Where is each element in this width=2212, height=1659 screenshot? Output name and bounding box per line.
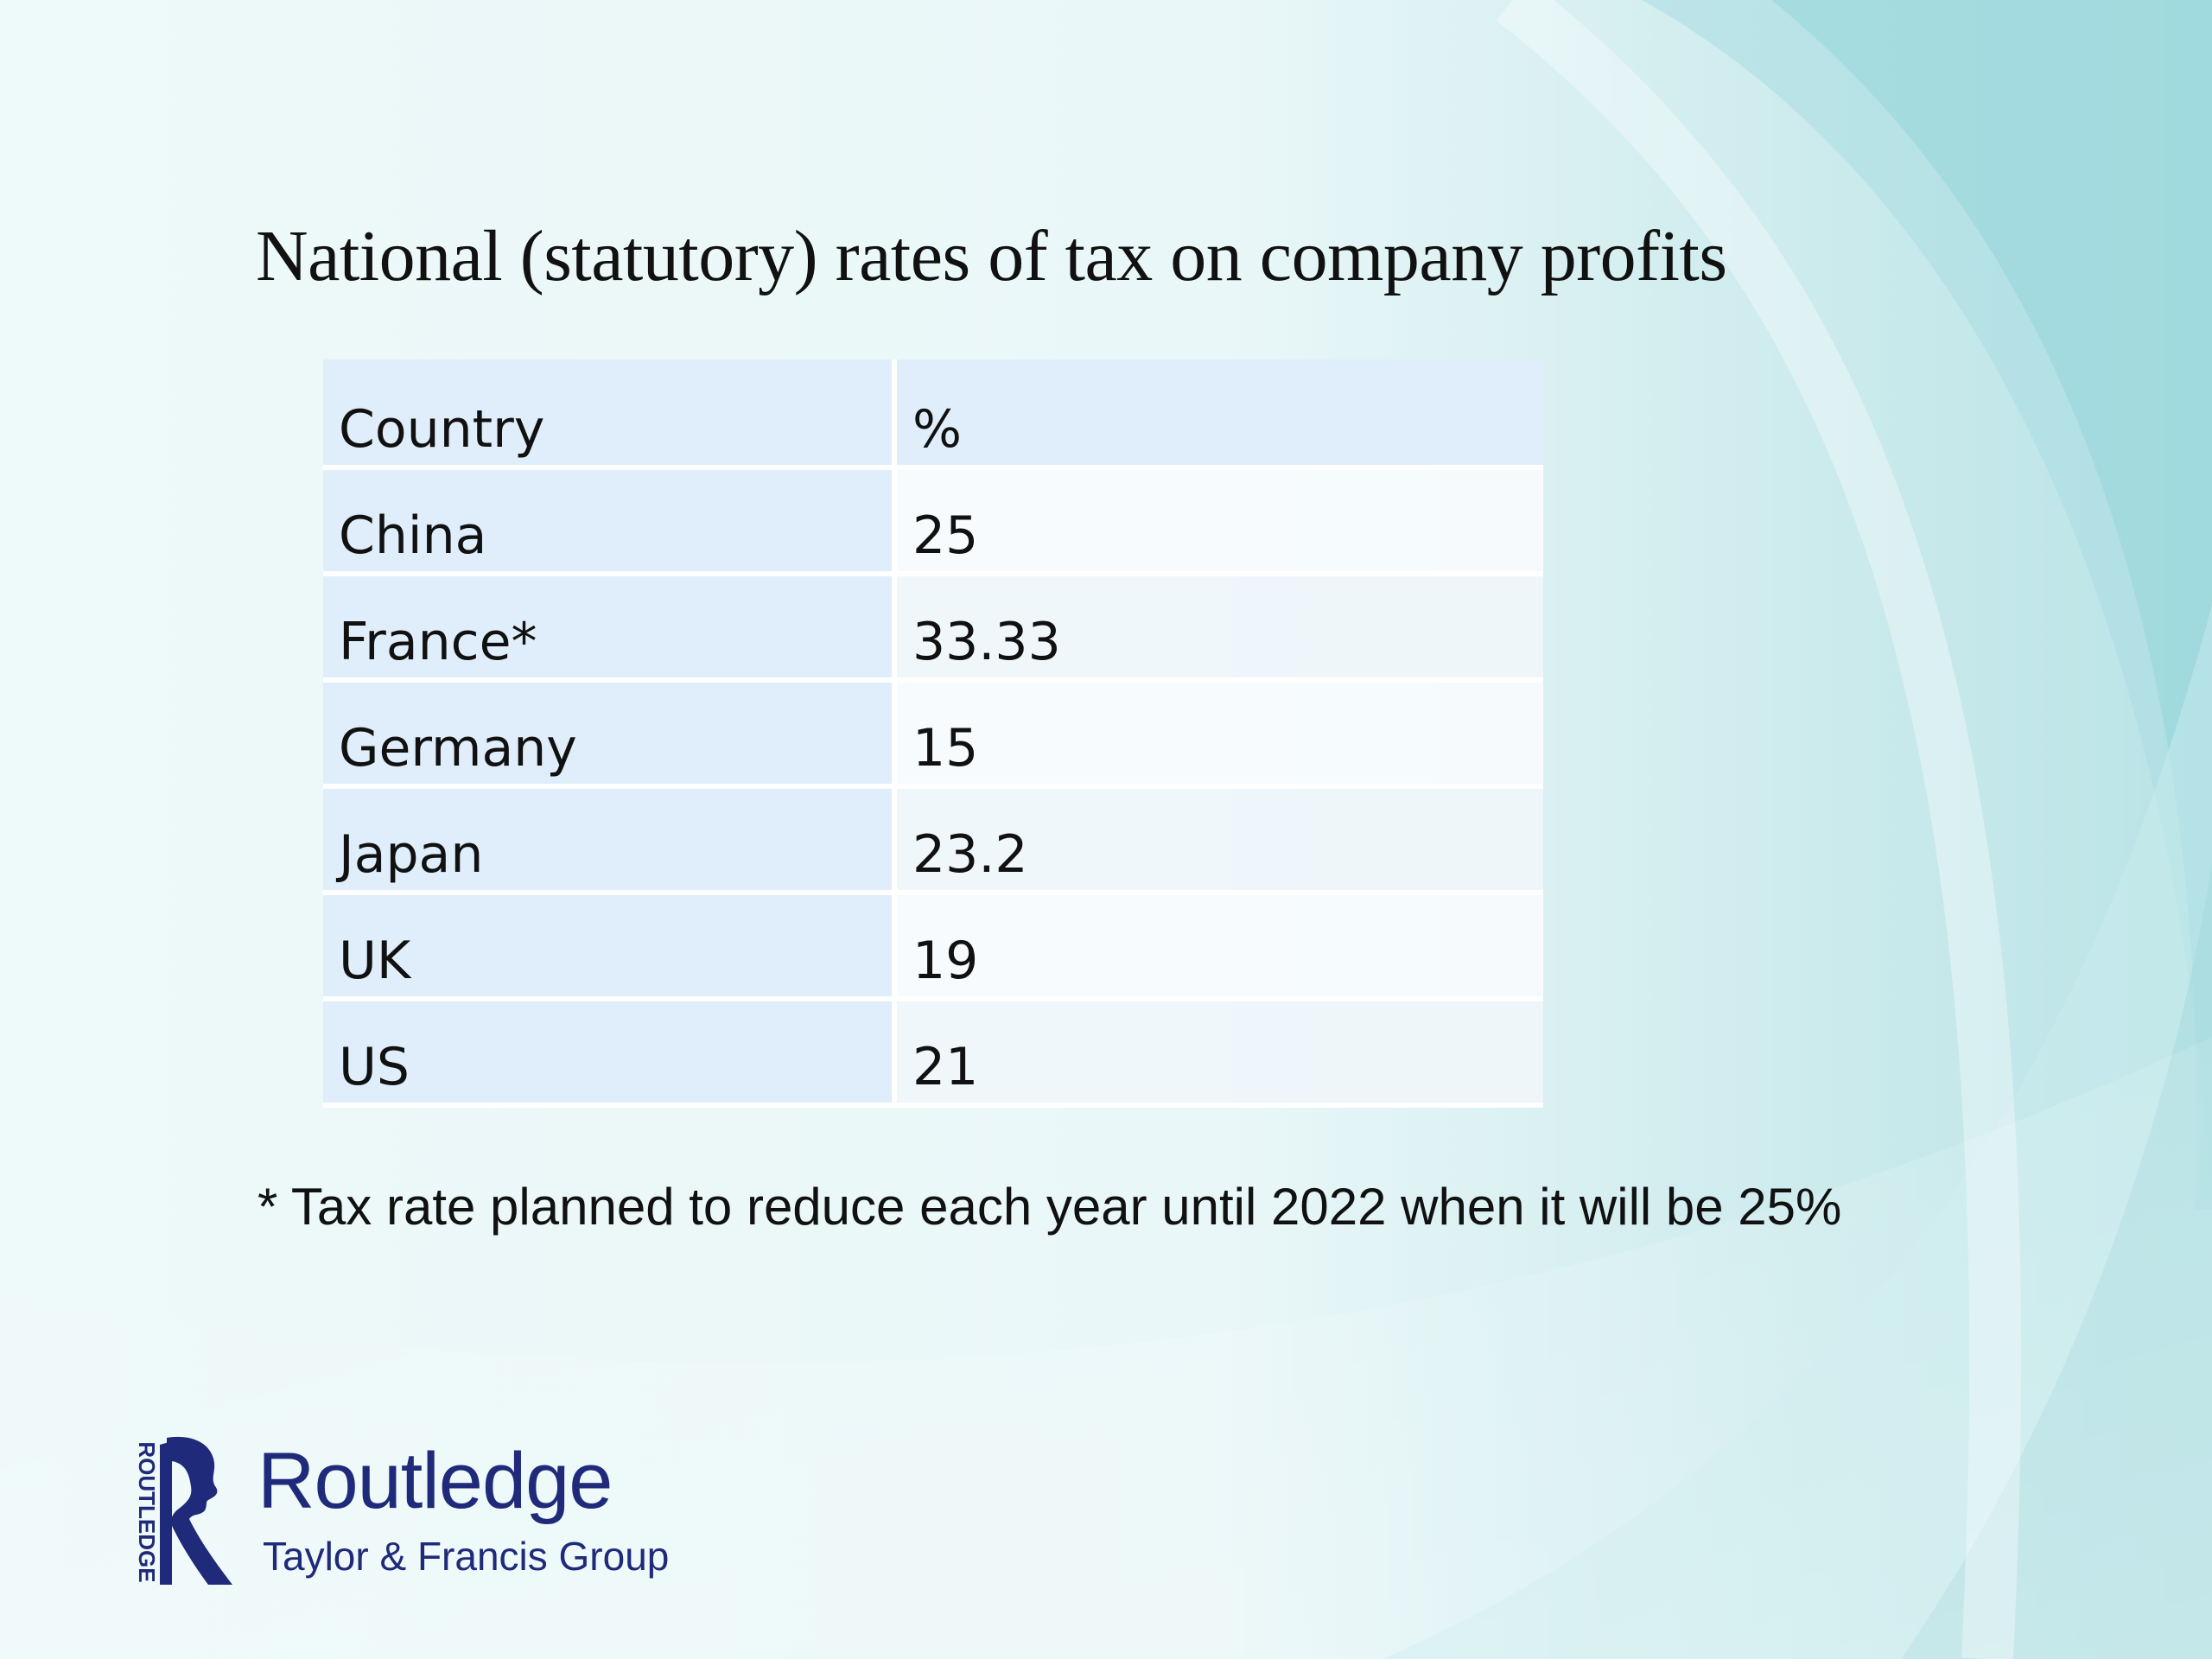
cell-rate: 33.33 [897,576,1543,683]
slide-title: National (statutory) rates of tax on com… [256,216,1727,296]
header-country: Country [323,359,897,470]
svg-text:ROUTLEDGE: ROUTLEDGE [134,1441,160,1582]
brand-subtitle: Taylor & Francis Group [263,1534,670,1579]
cell-rate: 21 [897,1001,1543,1108]
routledge-logo-icon: ROUTLEDGE [134,1436,232,1585]
table-row: France* 33.33 [323,576,1543,683]
cell-country: UK [323,895,897,1001]
table-row: Japan 23.2 [323,789,1543,895]
table-row: UK 19 [323,895,1543,1001]
table-header-row: Country % [323,359,1543,470]
cell-rate: 23.2 [897,789,1543,895]
footnote: * Tax rate planned to reduce each year u… [257,1178,1842,1236]
table-row: Germany 15 [323,683,1543,789]
cell-rate: 19 [897,895,1543,1001]
tax-rate-table: Country % China 25 France* 33.33 Germany… [323,359,1543,1108]
cell-country: Germany [323,683,897,789]
cell-country: China [323,470,897,576]
cell-rate: 25 [897,470,1543,576]
brand-name: Routledge [257,1437,613,1525]
cell-country: France* [323,576,897,683]
cell-rate: 15 [897,683,1543,789]
table-row: China 25 [323,470,1543,576]
cell-country: Japan [323,789,897,895]
table-row: US 21 [323,1001,1543,1108]
cell-country: US [323,1001,897,1108]
header-percent: % [897,359,1543,470]
